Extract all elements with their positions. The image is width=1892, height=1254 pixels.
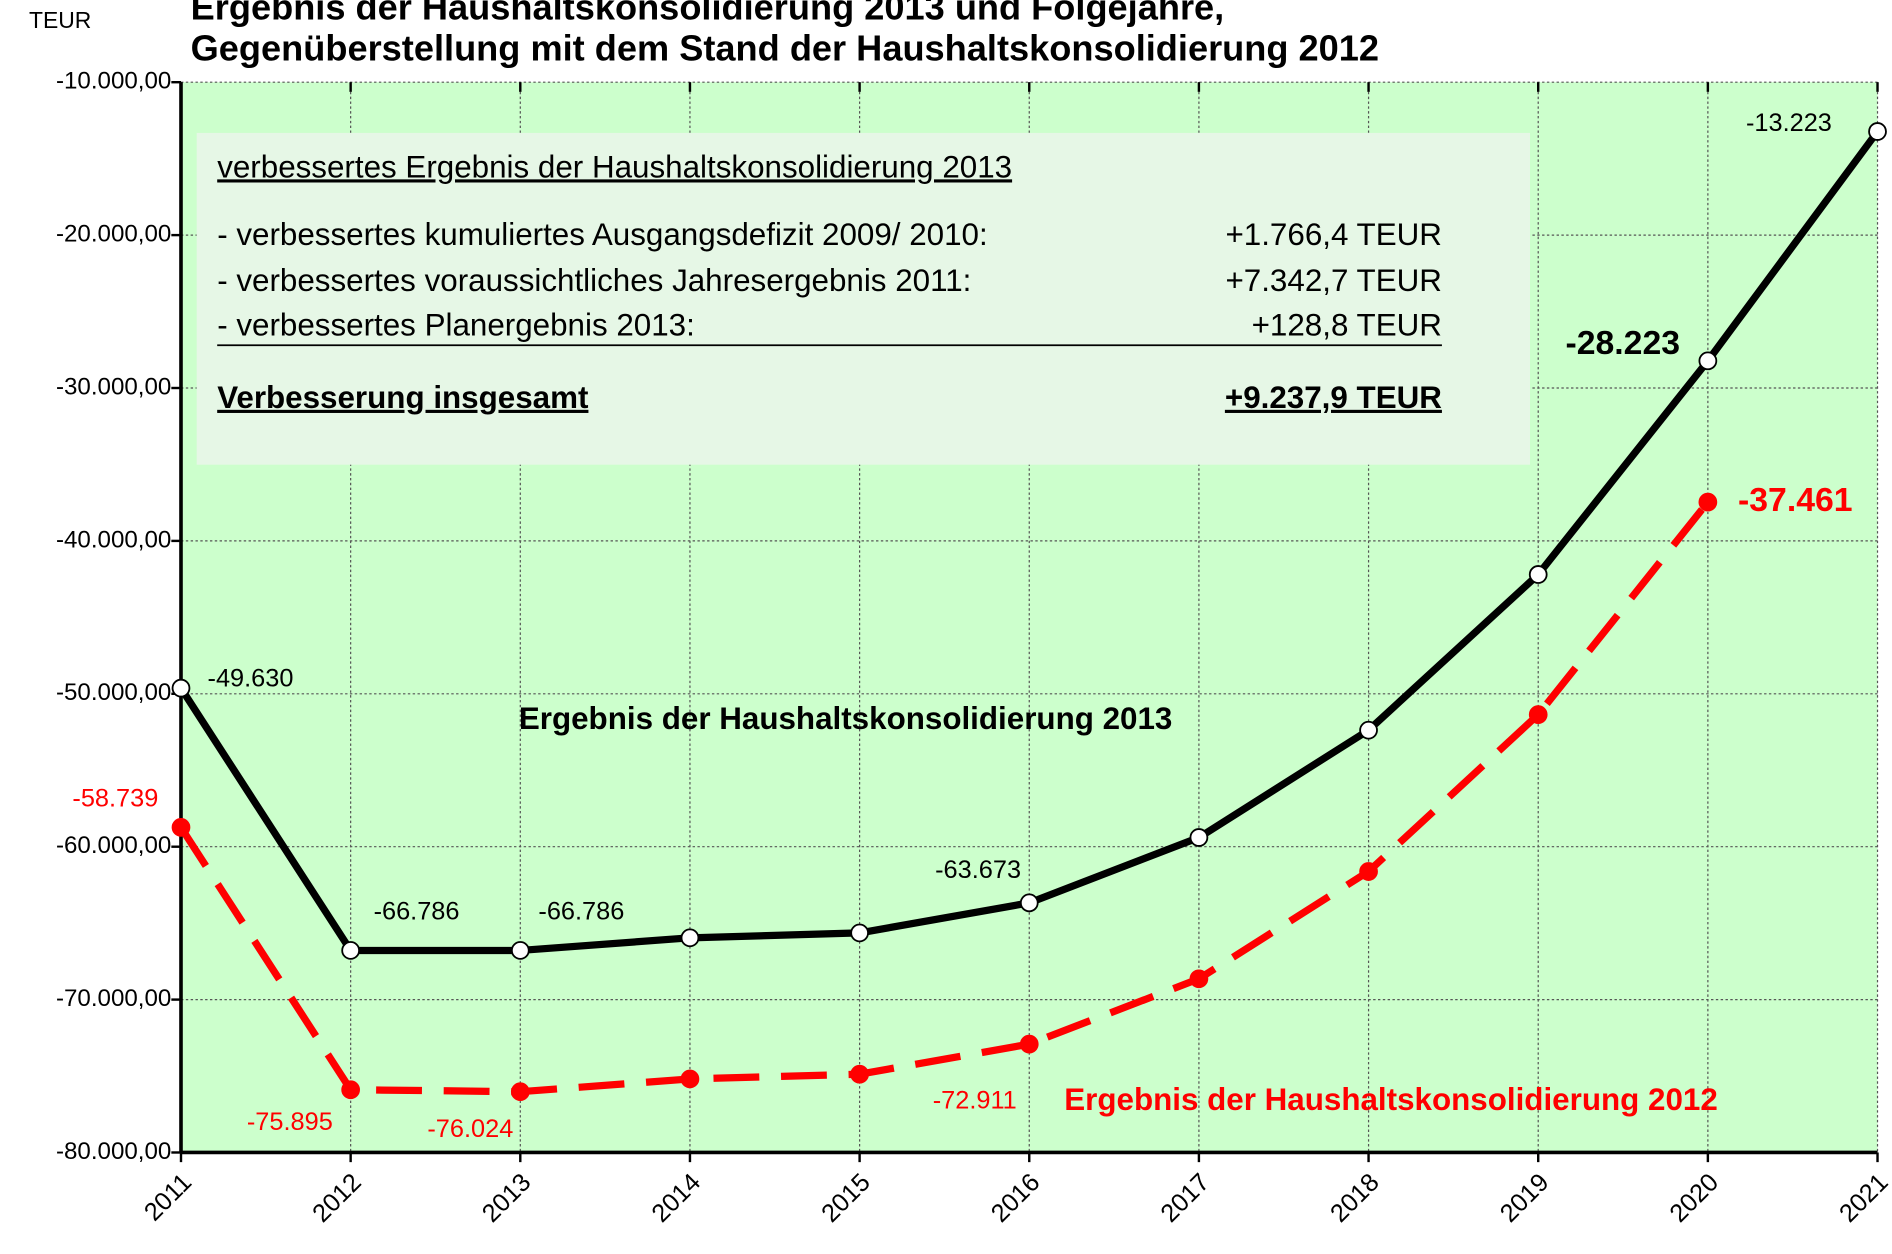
data-point xyxy=(850,1064,869,1084)
data-point xyxy=(680,928,700,948)
x-tick-label: 2019 xyxy=(1495,1168,1555,1228)
x-tick-label: 2020 xyxy=(1664,1168,1724,1228)
box-row-value: +1.766,4 TEUR xyxy=(1225,217,1441,252)
data-label: -75.895 xyxy=(247,1108,333,1136)
y-tick-label: -50.000,00 xyxy=(56,679,171,706)
x-tick-label: 2014 xyxy=(647,1168,707,1228)
x-tick-label: 2011 xyxy=(139,1168,197,1226)
y-unit: TEUR xyxy=(29,7,91,33)
y-tick-label: -30.000,00 xyxy=(56,373,171,400)
y-tick-label: -70.000,00 xyxy=(56,985,171,1012)
annotation-box xyxy=(196,132,1531,465)
data-point xyxy=(1528,565,1548,584)
y-tick-label: -40.000,00 xyxy=(56,526,171,553)
y-tick-label: -80.000,00 xyxy=(56,1138,171,1165)
x-tick-label: 2013 xyxy=(477,1168,537,1228)
data-point xyxy=(1359,720,1378,740)
data-point xyxy=(1019,1034,1039,1054)
data-point xyxy=(850,923,869,943)
box-row-label: - verbessertes voraussichtliches Jahrese… xyxy=(217,263,971,298)
data-label: -76.024 xyxy=(427,1115,513,1143)
data-point xyxy=(171,678,191,698)
data-label: -66.786 xyxy=(374,898,460,926)
data-label: -58.739 xyxy=(72,784,158,812)
data-point xyxy=(171,818,191,837)
series-label: Ergebnis der Haushaltskonsolidierung 201… xyxy=(519,701,1173,736)
data-point xyxy=(1698,351,1718,371)
data-point xyxy=(510,941,530,960)
box-row-value: +7.342,7 TEUR xyxy=(1225,263,1441,298)
x-tick-label: 2012 xyxy=(307,1168,367,1228)
data-point xyxy=(1359,862,1378,881)
x-tick-label: 2021 xyxy=(1834,1168,1892,1228)
data-point xyxy=(680,1069,700,1089)
y-tick-label: -10.000,00 xyxy=(56,68,171,95)
series-line xyxy=(177,499,1711,1096)
data-label: -13.223 xyxy=(1746,109,1832,137)
data-point xyxy=(341,1080,360,1100)
data-label: -49.630 xyxy=(208,664,294,692)
data-label: -63.673 xyxy=(935,856,1021,884)
box-total-value: +9.237,9 TEUR xyxy=(1225,380,1442,415)
x-tick-label: 2015 xyxy=(816,1168,876,1228)
chart-title: Gegenüberstellung mit dem Stand der Haus… xyxy=(191,27,1379,68)
box-row-label: - verbessertes kumuliertes Ausgangsdefiz… xyxy=(217,217,987,252)
data-point xyxy=(1868,122,1887,141)
x-tick-label: 2016 xyxy=(986,1168,1046,1228)
data-point xyxy=(1019,893,1039,913)
data-point xyxy=(1189,969,1209,989)
data-point xyxy=(1528,705,1548,724)
box-row-label: - verbessertes Planergebnis 2013: xyxy=(217,307,695,342)
series-label: Ergebnis der Haushaltskonsolidierung 201… xyxy=(1064,1082,1718,1117)
y-tick-label: -20.000,00 xyxy=(56,220,171,247)
data-label: -37.461 xyxy=(1738,481,1853,519)
box-total-label: Verbesserung insgesamt xyxy=(217,380,589,415)
y-tick-label: -60.000,00 xyxy=(56,832,171,859)
data-point xyxy=(1698,492,1718,512)
data-label: -28.223 xyxy=(1565,324,1680,362)
data-point xyxy=(510,1082,530,1102)
box-heading: verbessertes Ergebnis der Haushaltskonso… xyxy=(217,149,1012,184)
box-row-value: +128,8 TEUR xyxy=(1252,307,1442,342)
data-label: -72.911 xyxy=(933,1087,1017,1115)
x-tick-label: 2018 xyxy=(1325,1168,1385,1228)
data-point xyxy=(341,941,360,960)
chart-title: Ergebnis der Haushaltskonsolidierung 201… xyxy=(191,0,1225,27)
x-tick-label: 2017 xyxy=(1155,1168,1215,1228)
data-label: -66.786 xyxy=(538,898,624,926)
data-point xyxy=(1189,828,1209,847)
